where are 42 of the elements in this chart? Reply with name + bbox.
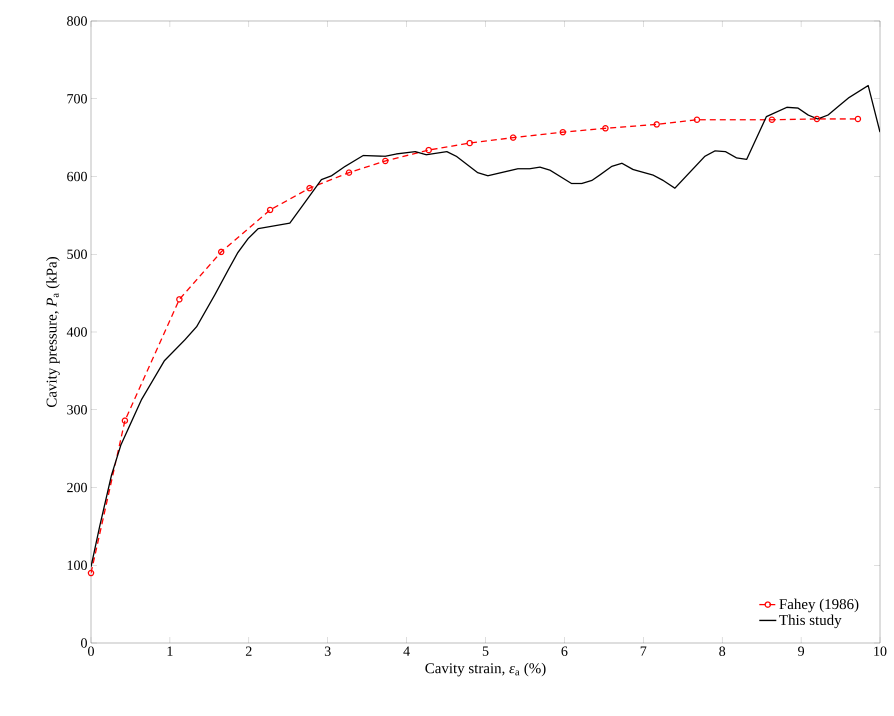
point [560,128,566,136]
y-tick-label: 400 [66,327,87,337]
point [425,146,432,154]
y-tick-label: 200 [67,482,87,492]
x-tick-label: 10 [874,646,886,656]
x-tick-label: 9 [798,646,804,656]
x-axis-title: Cavity strain, ε$_{a}$ (%) [425,662,546,676]
point [346,169,352,176]
x-tick-label: 8 [719,646,726,656]
point [466,140,473,146]
point [176,296,183,303]
point [854,116,862,122]
y-tick-label: 100 [68,560,87,570]
point [814,116,820,122]
x-tick-label: 2 [246,646,252,656]
y-tick-label: 800 [67,16,87,26]
x-tick-label: 3 [324,646,331,656]
y-tick-label: 300 [67,405,87,414]
point [88,570,94,576]
point [218,248,224,256]
y-tick-label: 700 [67,94,87,104]
x-tick-label: 1 [168,646,173,656]
x-tick-label: 4 [403,646,410,656]
x-tick-label: 0 [88,646,94,656]
point [694,116,700,123]
point [510,134,516,141]
legend-label: Fahey (1986) [779,598,858,612]
point [306,184,313,192]
y-tick-label: 0 [81,638,87,648]
y-axis-title: Cavity pressure, P$_{a}$ (kPa) [46,257,60,408]
point [768,116,776,123]
y-tick-label: 500 [67,250,87,259]
x-tick-label: 6 [562,646,568,656]
y-tick-label: 600 [67,172,87,182]
x-tick-label: 7 [640,646,646,656]
point [602,125,609,132]
point [266,206,274,214]
point [382,158,389,164]
point [122,417,128,424]
legend-label: This study [779,614,842,628]
x-tick-label: 5 [482,646,488,656]
point [653,121,660,128]
